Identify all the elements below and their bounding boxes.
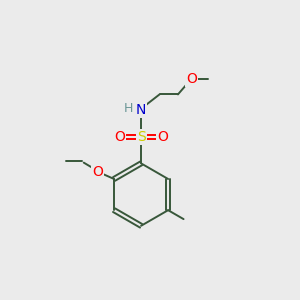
Text: O: O [114, 130, 125, 144]
Text: O: O [186, 72, 197, 86]
Text: N: N [136, 103, 146, 117]
Text: S: S [137, 130, 146, 144]
Text: O: O [157, 130, 168, 144]
Text: O: O [92, 164, 103, 178]
Text: H: H [124, 102, 133, 115]
